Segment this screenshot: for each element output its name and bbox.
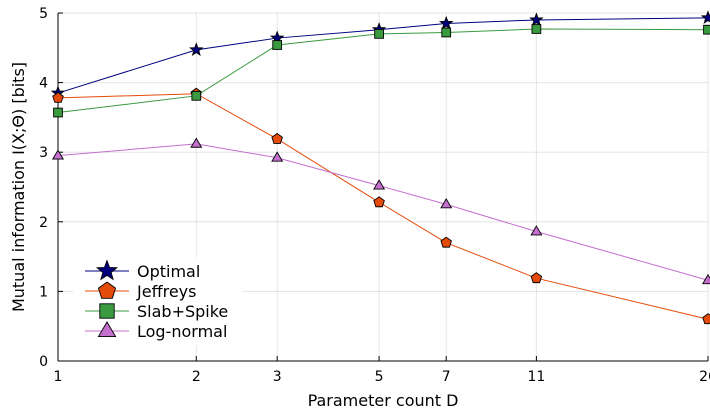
data-point-log-normal (271, 151, 284, 162)
data-point-jeffreys (271, 132, 283, 144)
legend-label: Log-normal (137, 322, 227, 341)
series-slab-spike (53, 24, 710, 118)
tick-labels: 123571126012345 (39, 6, 710, 385)
data-point-optimal (529, 12, 544, 27)
legend-marker (95, 259, 119, 281)
y-axis-label: Mutual information I(X;Θ) [bits] (9, 62, 28, 312)
y-tick-label: 2 (39, 215, 48, 231)
data-point-jeffreys (440, 236, 452, 248)
x-tick-label: 1 (54, 369, 63, 385)
y-tick-label: 4 (39, 76, 48, 92)
series-optimal (50, 10, 710, 100)
series-line-slab-spike (57, 28, 709, 114)
data-point-log-normal (190, 137, 203, 148)
series-group (50, 10, 710, 325)
legend-marker (97, 321, 117, 338)
legend-entry-log-normal: Log-normal (85, 321, 227, 341)
y-tick-label: 0 (39, 354, 48, 370)
x-tick-label: 11 (527, 369, 545, 385)
y-tick-label: 3 (39, 145, 48, 161)
x-tick-label: 26 (699, 369, 710, 385)
data-point-jeffreys (52, 91, 64, 103)
legend-marker (99, 303, 115, 319)
data-point-slab-spike (531, 24, 542, 34)
legend-entry-jeffreys: Jeffreys (85, 281, 196, 301)
axes (57, 12, 709, 362)
y-tick-label: 1 (39, 284, 48, 300)
data-point-log-normal (701, 273, 710, 285)
legend-label: Optimal (137, 262, 200, 281)
grid (57, 12, 709, 362)
data-point-slab-spike (703, 24, 710, 35)
legend-entry-optimal: Optimal (85, 259, 200, 281)
x-axis-label: Parameter count D (308, 391, 459, 410)
legend-entry-slab-spike: Slab+Spike (85, 302, 228, 321)
data-point-log-normal (51, 149, 65, 160)
x-tick-label: 5 (375, 369, 384, 385)
y-tick-label: 5 (39, 6, 48, 22)
legend-label: Slab+Spike (137, 302, 228, 321)
data-point-slab-spike (374, 29, 384, 39)
x-tick-label: 3 (273, 369, 282, 385)
data-point-optimal (438, 15, 454, 30)
x-tick-label: 2 (192, 369, 201, 385)
data-point-slab-spike (191, 90, 202, 101)
legend-marker (97, 281, 117, 299)
series-log-normal (51, 137, 710, 285)
data-point-jeffreys (373, 196, 385, 208)
data-point-optimal (189, 42, 204, 57)
data-point-log-normal (440, 198, 453, 209)
data-point-slab-spike (53, 107, 63, 118)
data-point-optimal (700, 10, 710, 25)
data-point-log-normal (530, 225, 543, 236)
data-point-slab-spike (441, 27, 452, 38)
data-point-log-normal (373, 179, 386, 190)
data-point-jeffreys (530, 272, 543, 284)
data-point-slab-spike (272, 40, 283, 50)
data-point-jeffreys (702, 313, 710, 325)
legend-label: Jeffreys (136, 282, 196, 301)
x-tick-label: 7 (442, 369, 451, 385)
